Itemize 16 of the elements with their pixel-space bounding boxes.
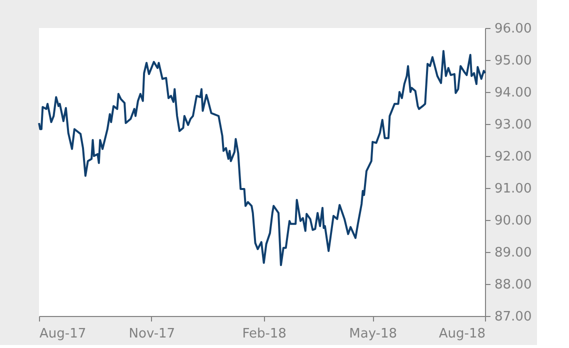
y-tick-label: 92.00 [494, 150, 532, 164]
y-tick-label: 89.00 [494, 246, 532, 260]
y-tick-label: 88.00 [494, 278, 532, 292]
y-tick-label: 96.00 [494, 22, 532, 36]
x-tick-label: Feb-18 [242, 326, 286, 342]
x-tick-label: Nov-17 [128, 326, 176, 342]
line-series [38, 50, 486, 266]
y-tick-label: 90.00 [494, 214, 532, 228]
x-tick-label: Aug-18 [438, 326, 486, 342]
y-tick-label: 87.00 [494, 310, 532, 324]
x-tick-label: Aug-17 [40, 326, 86, 342]
y-tick-label: 91.00 [494, 182, 532, 196]
y-tick-label: 95.00 [494, 54, 532, 68]
y-tick-label: 94.00 [494, 86, 532, 100]
x-tick-label: May-18 [349, 326, 398, 342]
y-tick-label: 93.00 [494, 118, 532, 132]
